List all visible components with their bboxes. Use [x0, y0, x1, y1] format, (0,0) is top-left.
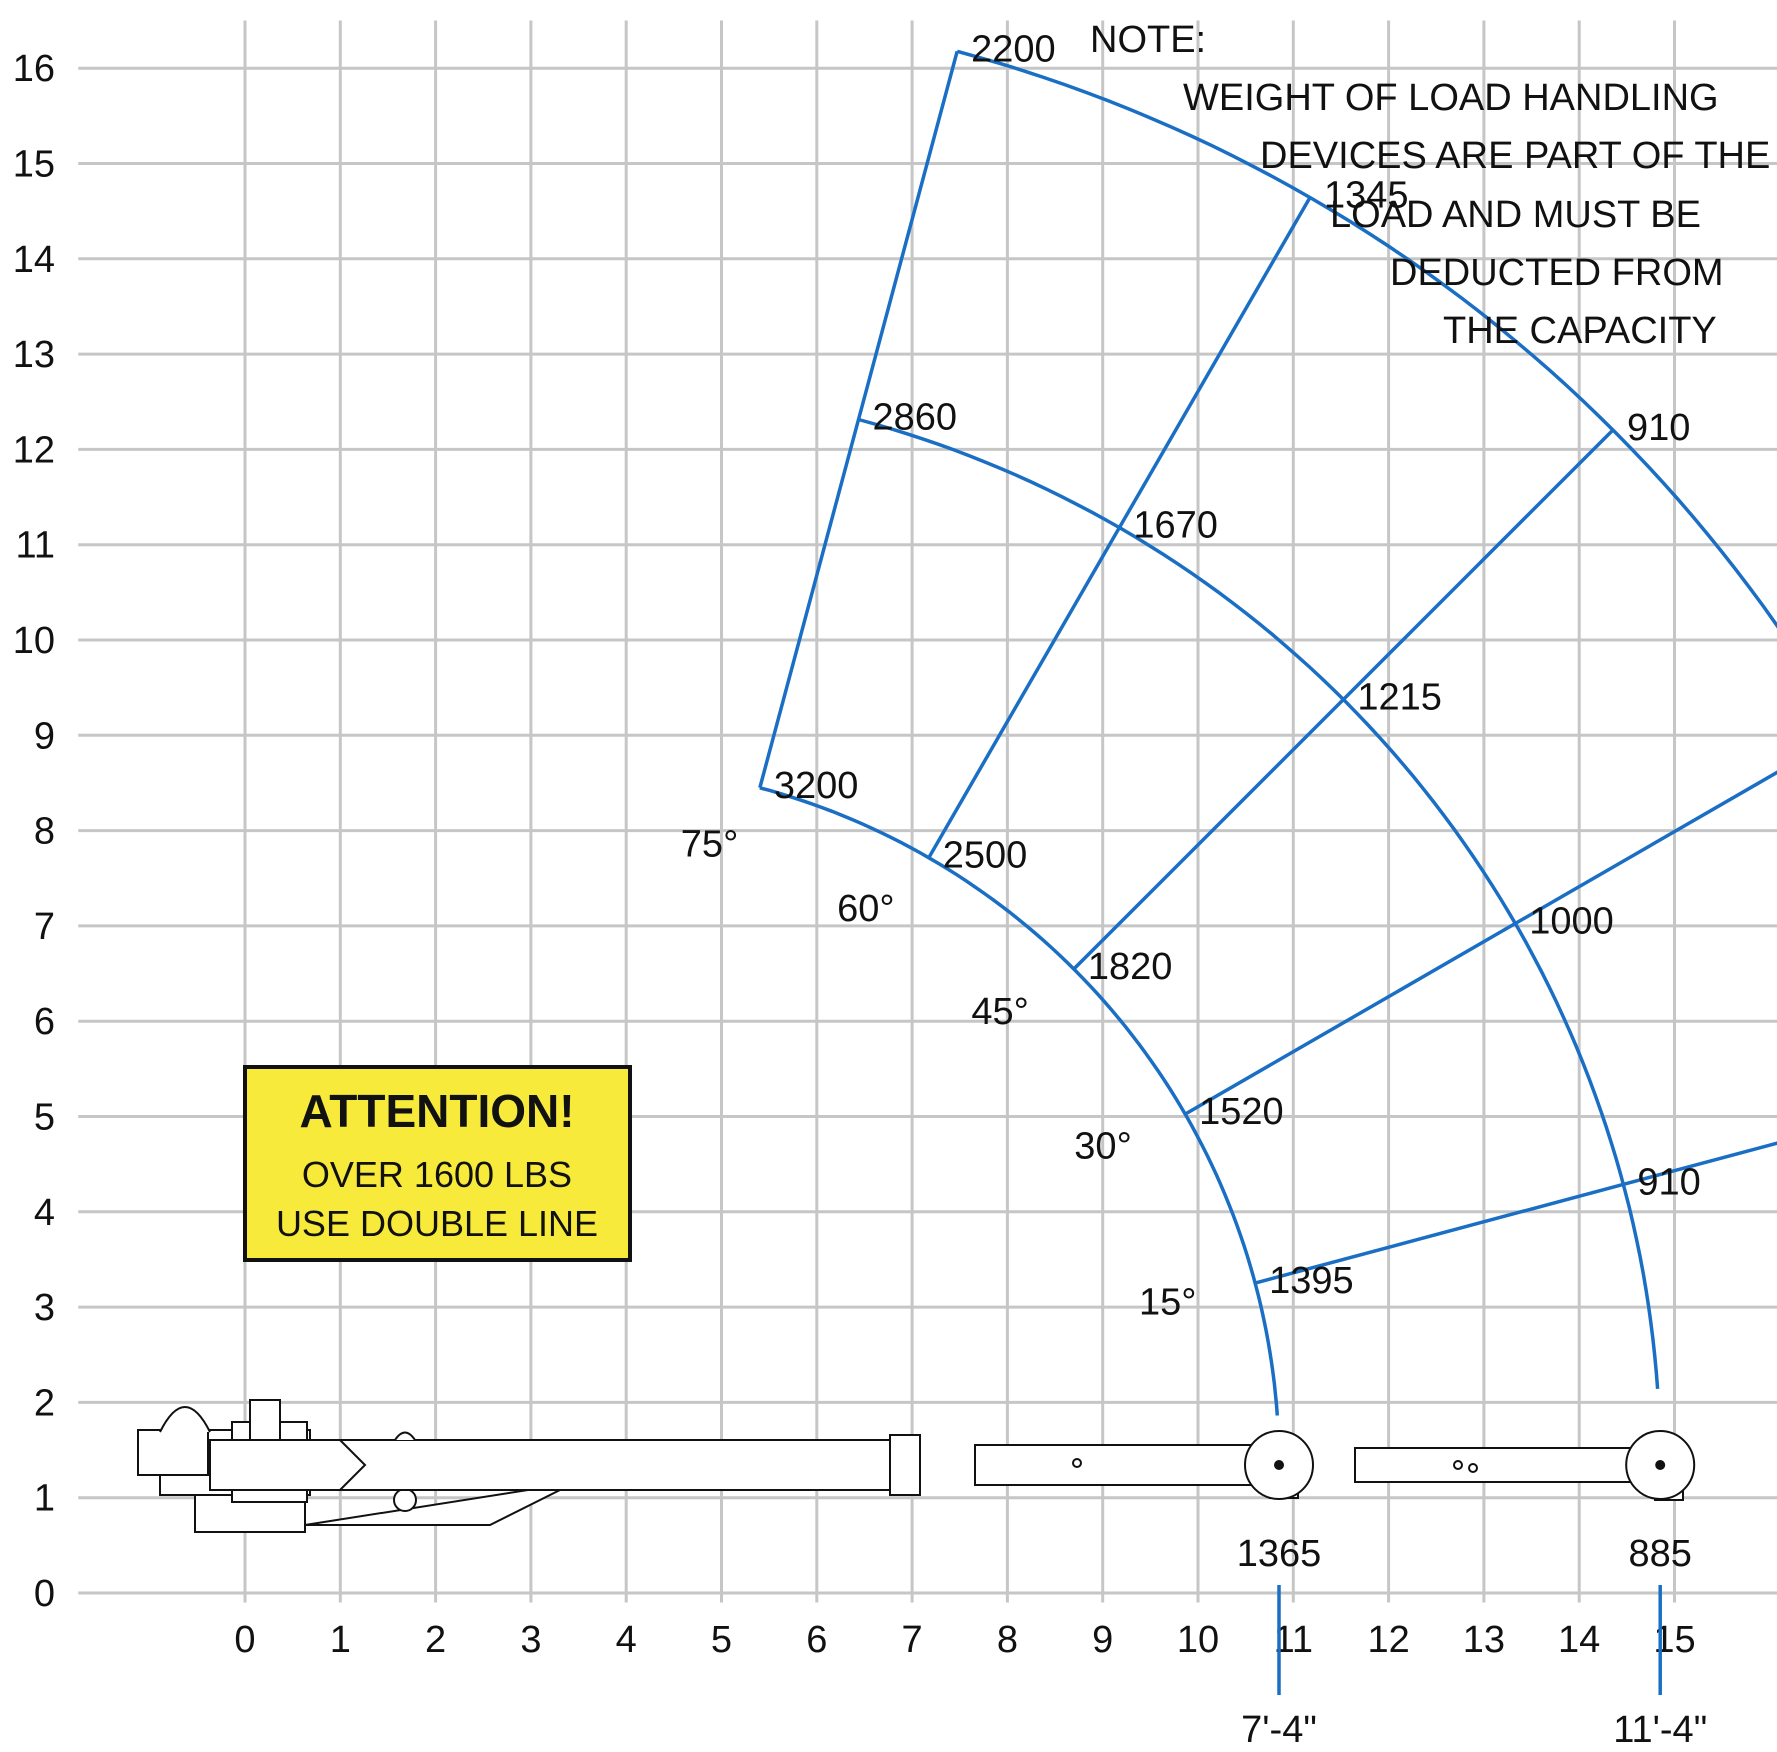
y-tick-label: 13 — [13, 334, 55, 376]
attention-box — [243, 1065, 632, 1262]
x-tick-label: 3 — [520, 1619, 541, 1661]
x-tick-label: 12 — [1367, 1619, 1409, 1661]
x-tick-label: 0 — [234, 1619, 255, 1661]
capacity-arc — [759, 786, 1280, 1416]
x-tick-label: 8 — [997, 1619, 1018, 1661]
capacity-label: 2200 — [971, 28, 1056, 70]
capacity-labels: 1395 1520 1820 2500 3200 910 1000 1215 1670 2860 6… — [774, 28, 1701, 1302]
y-tick-label: 4 — [34, 1192, 55, 1234]
y-tick-label: 3 — [34, 1287, 55, 1329]
angle-line — [1254, 1141, 1777, 1285]
angle-label: 15° — [1139, 1282, 1196, 1324]
crane-winch — [137, 1429, 209, 1476]
x-tick-label: 13 — [1463, 1619, 1505, 1661]
y-tick-label: 0 — [34, 1573, 55, 1615]
crane-hook-loop — [159, 1406, 211, 1433]
note-title: NOTE: — [1090, 19, 1206, 61]
retracted-capacity: 1365 — [1237, 1533, 1322, 1575]
capacity-label: 2500 — [943, 835, 1028, 877]
x-tick-label: 4 — [616, 1619, 637, 1661]
capacity-arc — [956, 49, 1777, 629]
extension-1-pin — [1072, 1458, 1082, 1468]
capacity-label: 1000 — [1529, 901, 1614, 943]
y-tick-label: 16 — [13, 48, 55, 90]
angle-label: 45° — [971, 991, 1028, 1033]
attention-sign: ATTENTION! OVER 1600 LBS USE DOUBLE LINE — [243, 1065, 632, 1262]
capacity-label: 1670 — [1133, 505, 1218, 547]
angle-labels: 15° 30° 45° 60° 75° — [681, 823, 1197, 1323]
x-tick-label: 6 — [806, 1619, 827, 1661]
y-tick-label: 14 — [13, 239, 55, 281]
extension-1 — [974, 1444, 1286, 1486]
capacity-label: 1395 — [1269, 1260, 1354, 1302]
x-tick-label: 1 — [330, 1619, 351, 1661]
sheaves — [1244, 1430, 1696, 1500]
x-tick-label: 10 — [1177, 1619, 1219, 1661]
y-tick-label: 12 — [13, 429, 55, 471]
sheave-hub — [1655, 1460, 1666, 1470]
capacity-label: 3200 — [774, 765, 859, 807]
capacity-label: 910 — [1627, 407, 1690, 449]
retracted-capacity: 885 — [1629, 1533, 1692, 1575]
angle-line — [1072, 428, 1615, 971]
crane-illustration — [137, 1399, 1684, 1533]
note-line-2: DEVICES ARE PART OF THE — [1260, 135, 1770, 177]
angle-line — [1184, 770, 1777, 1116]
y-tick-label: 1 — [34, 1478, 55, 1520]
y-tick-label: 5 — [34, 1097, 55, 1139]
x-tick-label: 9 — [1092, 1619, 1113, 1661]
x-tick-label: 5 — [711, 1619, 732, 1661]
capacity-label: 2860 — [873, 397, 958, 439]
sheave-hub — [1274, 1460, 1285, 1470]
y-tick-label: 2 — [34, 1382, 55, 1424]
capacity-label: 910 — [1637, 1161, 1700, 1203]
x-tick-label: 7 — [902, 1619, 923, 1661]
note-line-5: THE CAPACITY — [1443, 310, 1717, 352]
capacity-label: 1820 — [1088, 946, 1173, 988]
boom-extension-label: 11'-4" — [1613, 1709, 1707, 1751]
boom-head-1 — [889, 1434, 921, 1496]
boom-joint — [339, 1439, 367, 1491]
angle-label: 60° — [837, 888, 894, 930]
note-line-4: DEDUCTED FROM — [1390, 252, 1724, 294]
note-line-1: WEIGHT OF LOAD HANDLING — [1183, 77, 1719, 119]
capacity-label: 1215 — [1357, 676, 1442, 718]
extension-2-pin-a — [1453, 1460, 1463, 1470]
extension-2 — [1354, 1447, 1676, 1483]
y-tick-label: 8 — [34, 811, 55, 853]
y-tick-label: 10 — [13, 620, 55, 662]
cylinder-pin — [393, 1488, 417, 1512]
attention-line-2: USE DOUBLE LINE — [276, 1203, 598, 1244]
axis-ticks: 0 1 2 3 4 5 6 7 8 9 10 11 12 13 14 15012345678910111213… — [13, 48, 1696, 1661]
angle-lines — [758, 50, 1777, 1285]
y-tick-label: 15 — [13, 144, 55, 186]
angle-line — [758, 50, 959, 789]
y-tick-label: 7 — [34, 906, 55, 948]
capacity-arcs — [759, 49, 1777, 1416]
main-boom — [209, 1439, 911, 1491]
capacity-label: 1345 — [1324, 174, 1409, 216]
y-tick-label: 9 — [34, 715, 55, 757]
note-line-3: LOAD AND MUST BE — [1330, 194, 1701, 236]
boom-eye — [394, 1431, 416, 1441]
note-block: NOTE: WEIGHT OF LOAD HANDLING DEVICES AR… — [1090, 19, 1770, 352]
capacity-label: 1520 — [1199, 1091, 1284, 1133]
angle-label: 30° — [1074, 1125, 1131, 1167]
capacity-arc — [858, 417, 1660, 1390]
grid — [78, 20, 1777, 1603]
angle-label: 75° — [681, 823, 738, 865]
x-tick-label: 14 — [1558, 1619, 1600, 1661]
attention-line-1: OVER 1600 LBS — [302, 1154, 572, 1195]
attention-title: ATTENTION! — [299, 1085, 574, 1137]
boom-extension-label: 7'-4" — [1241, 1709, 1317, 1751]
y-tick-label: 6 — [34, 1001, 55, 1043]
y-tick-label: 11 — [16, 525, 55, 567]
x-tick-label: 2 — [425, 1619, 446, 1661]
angle-line — [927, 196, 1312, 859]
extension-2-pin-b — [1468, 1463, 1478, 1473]
